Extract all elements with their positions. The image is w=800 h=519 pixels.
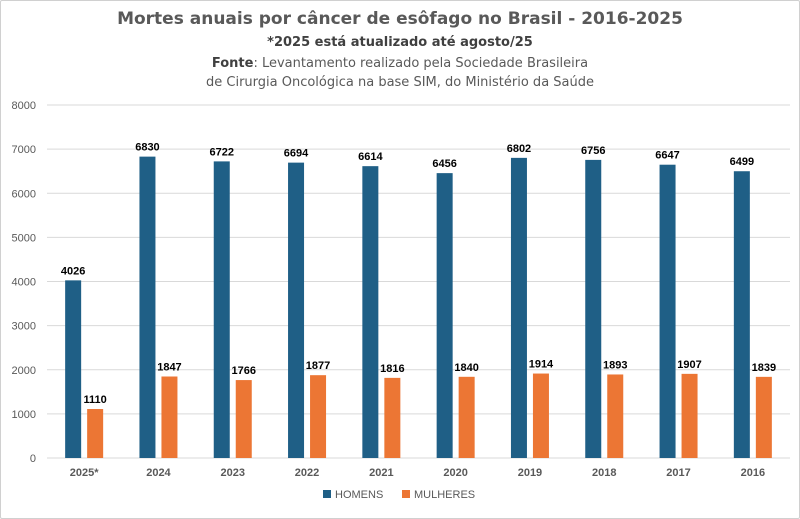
bar-homens bbox=[585, 159, 602, 459]
x-tick-label: 2023 bbox=[221, 467, 245, 479]
x-tick-label: 2020 bbox=[443, 467, 467, 479]
bar-homens bbox=[436, 173, 453, 458]
x-tick-label: 2016 bbox=[741, 467, 765, 479]
x-tick-label: 2018 bbox=[592, 467, 616, 479]
label-homens: 6499 bbox=[730, 156, 754, 168]
label-homens: 6614 bbox=[358, 151, 383, 163]
label-mulheres: 1893 bbox=[603, 359, 627, 371]
label-mulheres: 1766 bbox=[232, 365, 256, 377]
label-homens: 4026 bbox=[61, 265, 85, 277]
label-mulheres: 1840 bbox=[454, 362, 478, 374]
bar-mulheres bbox=[310, 375, 327, 458]
bar-homens bbox=[288, 162, 305, 458]
label-mulheres: 1839 bbox=[752, 362, 776, 374]
bar-homens bbox=[362, 166, 379, 458]
label-homens: 6802 bbox=[507, 143, 531, 155]
label-homens: 6647 bbox=[655, 150, 679, 162]
y-tick-label: 2000 bbox=[12, 365, 36, 377]
chart-title: Mortes anuais por câncer de esôfago no B… bbox=[117, 9, 683, 29]
y-tick-label: 7000 bbox=[12, 144, 36, 156]
y-tick-label: 6000 bbox=[12, 188, 36, 200]
label-homens: 6456 bbox=[432, 158, 456, 170]
legend-mulheres-swatch bbox=[402, 490, 410, 498]
legend-homens-label: HOMENS bbox=[335, 489, 383, 501]
bar-homens bbox=[139, 156, 156, 458]
x-tick-label: 2017 bbox=[666, 467, 690, 479]
bar-homens bbox=[659, 164, 676, 459]
label-mulheres: 1914 bbox=[529, 359, 554, 371]
bar-homens bbox=[65, 280, 82, 458]
label-mulheres: 1110 bbox=[84, 394, 107, 406]
label-mulheres: 1847 bbox=[157, 362, 181, 374]
legend-homens-swatch bbox=[323, 490, 331, 498]
y-tick-label: 0 bbox=[30, 453, 36, 465]
y-tick-label: 1000 bbox=[12, 409, 36, 421]
chart-source: Fonte: Levantamento realizado pela Socie… bbox=[0, 54, 800, 92]
bar-homens bbox=[510, 157, 527, 458]
bar-mulheres bbox=[755, 376, 772, 458]
x-tick-label: 2019 bbox=[518, 467, 542, 479]
chart-subtitle: *2025 está atualizado até agosto/25 bbox=[267, 35, 533, 50]
x-tick-label: 2021 bbox=[369, 467, 393, 479]
y-tick-label: 3000 bbox=[12, 321, 36, 333]
bar-homens bbox=[733, 171, 750, 458]
x-tick-label: 2024 bbox=[146, 467, 171, 479]
y-tick-label: 4000 bbox=[12, 277, 36, 289]
source-label: Fonte bbox=[211, 56, 254, 71]
bar-mulheres bbox=[161, 376, 178, 458]
label-homens: 6722 bbox=[210, 146, 234, 158]
bar-mulheres bbox=[532, 373, 549, 458]
bar-mulheres bbox=[235, 380, 252, 458]
bar-mulheres bbox=[458, 376, 475, 458]
label-homens: 6756 bbox=[581, 145, 605, 157]
legend-mulheres-label: MULHERES bbox=[414, 489, 475, 501]
bar-mulheres bbox=[607, 374, 624, 458]
bar-homens bbox=[213, 161, 230, 458]
bar-mulheres bbox=[87, 409, 104, 458]
label-mulheres: 1877 bbox=[306, 360, 330, 372]
label-homens: 6694 bbox=[284, 148, 309, 160]
label-mulheres: 1816 bbox=[380, 363, 404, 375]
y-tick-label: 5000 bbox=[12, 232, 36, 244]
bar-mulheres bbox=[681, 373, 698, 458]
label-homens: 6830 bbox=[135, 142, 159, 154]
bar-mulheres bbox=[384, 377, 401, 458]
label-mulheres: 1907 bbox=[677, 359, 701, 371]
source-line-2: de Cirurgia Oncológica na base SIM, do M… bbox=[206, 75, 594, 90]
y-tick-label: 8000 bbox=[12, 100, 36, 112]
x-tick-label: 2025* bbox=[70, 467, 99, 479]
x-tick-label: 2022 bbox=[295, 467, 319, 479]
source-line-1: : Levantamento realizado pela Sociedade … bbox=[253, 56, 589, 71]
